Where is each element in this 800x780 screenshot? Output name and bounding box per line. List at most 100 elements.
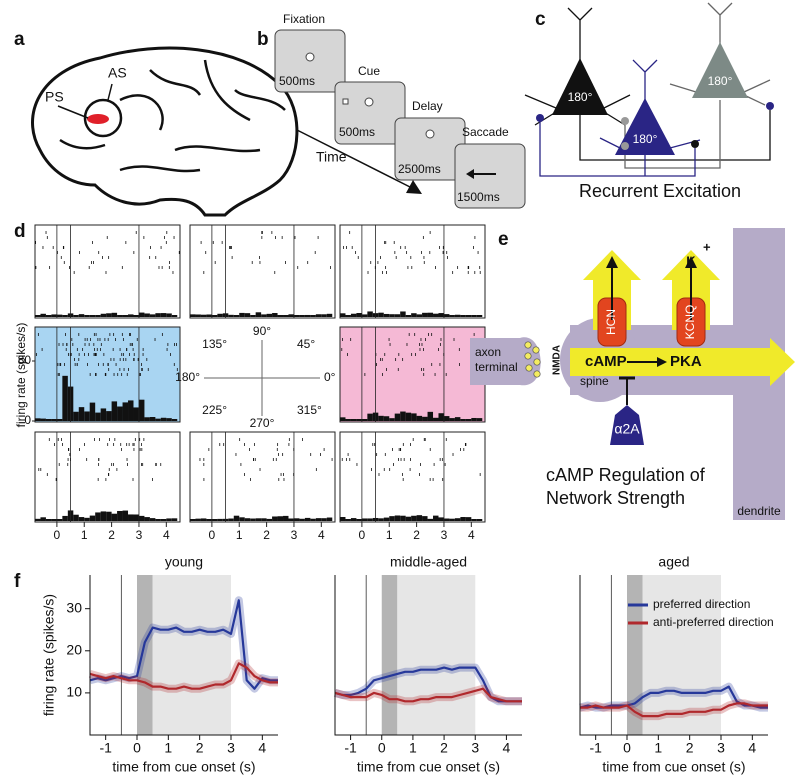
- psth-bar: [122, 510, 129, 521]
- psth-bar: [45, 419, 52, 421]
- sulci: [59, 59, 286, 173]
- psth-bar: [155, 519, 161, 521]
- direction-label: 180°: [175, 370, 200, 384]
- label: AS: [108, 65, 127, 81]
- x-tick-label: 3: [291, 528, 298, 542]
- psth-bar: [405, 315, 412, 317]
- psth-bar: [244, 313, 251, 317]
- y-tick-label: 20: [66, 641, 82, 657]
- psth-bar: [293, 315, 300, 317]
- y-axis-label: firing rate (spikes/s): [14, 323, 28, 428]
- psth-bar: [389, 314, 395, 317]
- x-tick-label: 0: [623, 740, 631, 756]
- psth-bar: [62, 375, 68, 421]
- panel-title: Network Strength: [546, 488, 685, 508]
- vesicles: [524, 341, 541, 378]
- psth-bar: [190, 314, 196, 317]
- psth-bar: [266, 313, 273, 317]
- vesicle: [525, 364, 533, 372]
- arrowhead: [685, 256, 697, 268]
- psth-bar: [427, 518, 434, 521]
- psth-bar: [460, 517, 466, 521]
- psth-bar: [460, 419, 466, 421]
- psth-bar: [476, 418, 483, 421]
- x-tick-label: 2: [440, 740, 448, 756]
- psth-bar: [394, 413, 401, 421]
- y-tick-label: 80: [18, 353, 32, 367]
- psth-bar: [149, 518, 156, 521]
- axon-terminal: [470, 337, 541, 386]
- psth-bar: [400, 311, 406, 317]
- axes: [579, 575, 768, 736]
- x-tick-label: 4: [748, 740, 756, 756]
- x-tick-label: 3: [136, 528, 143, 542]
- psth-bar: [361, 518, 368, 521]
- direction-label: 90°: [253, 324, 271, 338]
- psth-bar: [416, 415, 423, 421]
- panel-title: Recurrent Excitation: [579, 181, 741, 201]
- psth-bar: [449, 518, 455, 521]
- psth-bar: [117, 510, 123, 521]
- psth-bar: [211, 519, 218, 521]
- psth-bar: [95, 412, 101, 421]
- psth-bar: [233, 315, 240, 317]
- psth-bar: [160, 519, 167, 521]
- psth-bar: [427, 411, 434, 421]
- psth-bar: [326, 517, 333, 521]
- direction-label: 315°: [297, 403, 322, 417]
- cue-epoch: [137, 575, 153, 735]
- neuron-black: [552, 58, 608, 115]
- x-tick-label: 2: [686, 740, 694, 756]
- psth-bar: [78, 407, 85, 421]
- psth-bar: [304, 517, 311, 521]
- psth-bar: [471, 417, 477, 421]
- axis-label: Time: [316, 149, 347, 165]
- psth-bar: [239, 312, 245, 317]
- x-tick-label: 2: [108, 528, 115, 542]
- psth-bar: [62, 515, 68, 521]
- psth-bar: [345, 519, 351, 521]
- x-tick-label: 3: [717, 740, 725, 756]
- psth-bar: [84, 315, 90, 317]
- arcuate-sulcus: [83, 98, 123, 138]
- psth-bar: [117, 315, 123, 317]
- neuron-processes: [539, 59, 701, 177]
- chart-title: aged: [658, 554, 689, 570]
- psth-bar: [217, 518, 223, 521]
- ion-charge: +: [703, 239, 711, 254]
- x-axis-label: time from cue onset (s): [357, 759, 500, 775]
- psth-bar: [460, 315, 466, 317]
- psth-bar: [438, 413, 444, 421]
- series-line: [89, 599, 278, 690]
- fixation-dot: [305, 52, 315, 62]
- panel-letter: e: [498, 229, 509, 250]
- psth-bar: [111, 312, 118, 317]
- psth-bar: [261, 314, 267, 317]
- raster-cell: [189, 431, 336, 523]
- raster-cell: [339, 224, 486, 319]
- psth-bar: [288, 314, 294, 317]
- x-tick-label: 2: [196, 740, 204, 756]
- x-tick-label: 1: [164, 740, 172, 756]
- psth-bar: [73, 315, 79, 317]
- x-tick-label: 2: [413, 528, 420, 542]
- x-tick-label: 2: [263, 528, 270, 542]
- psth-bar: [51, 419, 57, 421]
- y-tick-label: 30: [66, 599, 82, 615]
- direction-label: 270°: [250, 416, 275, 430]
- psth-bar: [443, 314, 450, 317]
- psth-bar: [345, 419, 351, 421]
- direction-label: 45°: [297, 337, 315, 351]
- psth-bar: [288, 518, 294, 521]
- x-tick-label: 3: [227, 740, 235, 756]
- psth-bar: [389, 418, 395, 421]
- psth-bar: [471, 519, 477, 521]
- psth-bar: [465, 315, 472, 317]
- psth-bar: [62, 315, 68, 317]
- psth-bar: [433, 417, 439, 421]
- psth-bar: [405, 516, 412, 521]
- psth-bar: [171, 518, 178, 521]
- delay-epoch: [397, 575, 476, 735]
- y-tick-label: 0: [24, 413, 31, 427]
- x-tick-label: 4: [163, 528, 170, 542]
